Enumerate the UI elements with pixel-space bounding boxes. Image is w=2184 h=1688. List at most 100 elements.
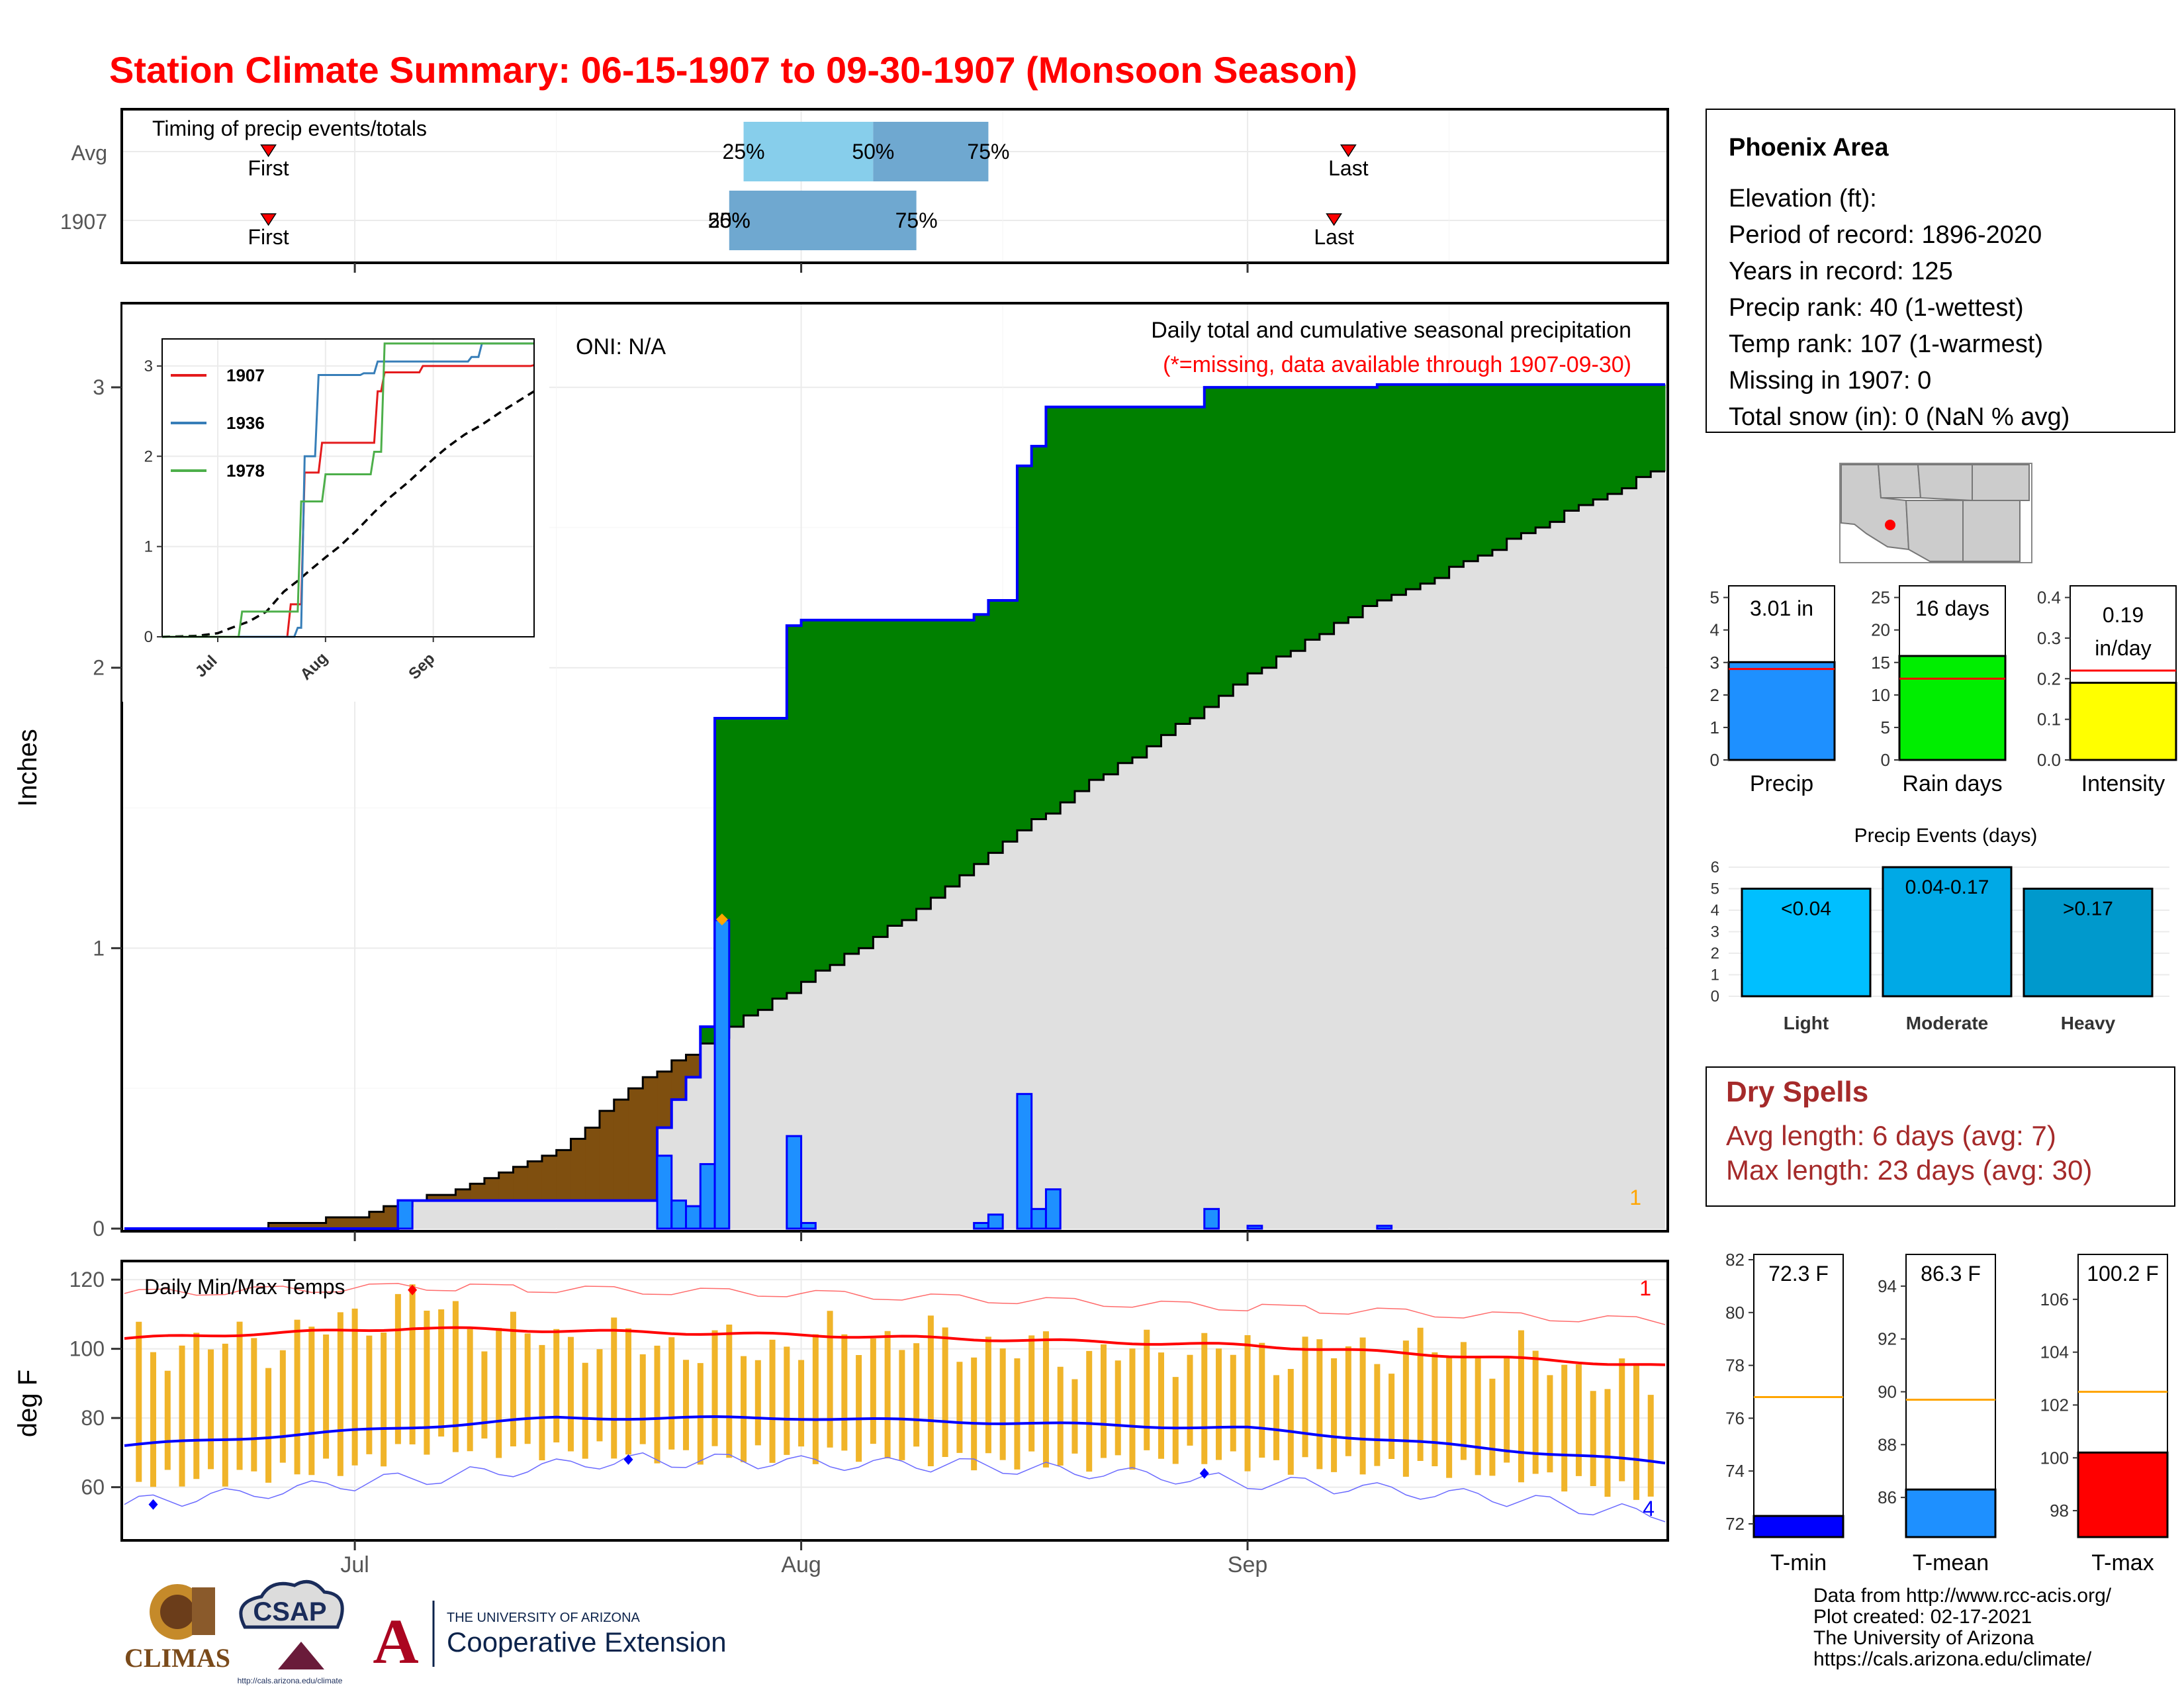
above-avg-fill bbox=[1564, 384, 1580, 511]
events-tick-label-4: 4 bbox=[1711, 902, 1719, 919]
daily-precip-bar-1 bbox=[656, 1154, 673, 1230]
station-years: Years in record: 125 bbox=[1729, 258, 1953, 285]
inset-ytick-label-3: 3 bbox=[144, 357, 153, 375]
timing-pct-label-avg-1: 50% bbox=[852, 140, 894, 164]
above-avg-fill bbox=[844, 620, 860, 954]
precip-panel: 0 1 2 3 Inches ONI: N/A Daily total and cum… bbox=[13, 302, 1669, 1241]
precip-frame bbox=[120, 302, 1669, 1233]
temps-frame bbox=[120, 1260, 1669, 1542]
above-avg-fill bbox=[1420, 384, 1435, 584]
summary-tick-label-0-1: 1 bbox=[1710, 718, 1719, 737]
timing-marker-last-y1907 bbox=[1326, 213, 1342, 226]
above-avg-fill bbox=[1017, 465, 1032, 831]
temp-panel-frame-0 bbox=[1753, 1254, 1844, 1538]
above-avg-fill bbox=[1593, 384, 1608, 500]
above-avg-fill bbox=[1463, 384, 1479, 561]
timing-panel: Timing of precip events/totals Avg 1907 … bbox=[60, 108, 1669, 273]
daily-precip-bar-2 bbox=[670, 1199, 688, 1230]
above-avg-fill bbox=[1492, 384, 1508, 550]
credit-data-source: Data from http://www.rcc-acis.org/ bbox=[1813, 1585, 2112, 1607]
timing-marker-first-y1907 bbox=[260, 213, 277, 226]
inset-bg bbox=[122, 305, 549, 702]
ua-logo: A THE UNIVERSITY OF ARIZONA Cooperative … bbox=[373, 1601, 727, 1677]
temp-tick-label-2-2: 102 bbox=[2040, 1395, 2069, 1415]
precip-event-range-0: <0.04 bbox=[1781, 898, 1831, 920]
above-avg-fill bbox=[916, 620, 931, 910]
month-label-1: Aug bbox=[781, 1552, 821, 1577]
precip-events-chart: Precip Events (days) 0 1 2 3 4 5 6 <0.04 Light 0.… bbox=[1711, 825, 2169, 1033]
temp-tick-label-2-3: 104 bbox=[2040, 1342, 2069, 1362]
station-period: Period of record: 1896-2020 bbox=[1729, 221, 2042, 249]
below-avg-fill bbox=[326, 1217, 341, 1229]
station-info-box: Phoenix Area Elevation (ft): Period of r… bbox=[1706, 109, 2175, 433]
precip-event-bar-2 bbox=[2023, 888, 2154, 998]
above-avg-fill bbox=[959, 620, 975, 876]
summary-tick-label-2-4: 0.4 bbox=[2037, 588, 2061, 608]
above-avg-fill bbox=[1204, 387, 1220, 708]
summary-tick-label-1-0: 0 bbox=[1881, 750, 1890, 770]
summary-label-1: Rain days bbox=[1902, 771, 2002, 796]
above-avg-fill bbox=[1607, 384, 1623, 494]
daily-precip-bar-9 bbox=[987, 1213, 1004, 1230]
month-axis: Jul Aug Sep bbox=[340, 1540, 1267, 1577]
daily-precip-bar-8 bbox=[973, 1222, 989, 1230]
above-avg-fill bbox=[830, 620, 845, 965]
climas-wordmark: CLIMAS bbox=[124, 1643, 230, 1673]
map-arizona bbox=[1905, 500, 1964, 562]
below-avg-fill bbox=[355, 1217, 370, 1229]
station-info-frame bbox=[1706, 109, 2175, 433]
above-avg-fill bbox=[1175, 406, 1191, 724]
below-avg-fill bbox=[340, 1217, 355, 1229]
below-avg-fill bbox=[268, 1223, 283, 1229]
summary-bar-2 bbox=[2069, 681, 2177, 761]
timing-box-upper-y1907 bbox=[729, 191, 917, 250]
climas-logo: CLIMAS bbox=[124, 1584, 230, 1673]
temp-tick-label-0-3: 78 bbox=[1725, 1356, 1745, 1376]
temps-count-top: 1 bbox=[1639, 1276, 1651, 1300]
map-east bbox=[1972, 464, 2030, 501]
above-avg-fill bbox=[901, 620, 917, 920]
precip-event-label-1: Moderate bbox=[1906, 1013, 1988, 1033]
above-avg-fill bbox=[945, 620, 960, 887]
record-min-line bbox=[124, 1452, 1666, 1523]
summary-unit-2: in/day bbox=[2095, 636, 2151, 660]
summary-value-1: 16 days bbox=[1915, 596, 1989, 620]
avg-cumulative-line bbox=[124, 470, 1665, 1230]
below-avg-fill bbox=[628, 1088, 643, 1201]
below-avg-fill bbox=[570, 1139, 586, 1201]
above-avg-fill bbox=[815, 620, 831, 971]
temp-tick-label-1-3: 92 bbox=[1878, 1329, 1897, 1349]
temp-label-2: T-max bbox=[2091, 1550, 2154, 1575]
above-avg-fill bbox=[1291, 387, 1306, 651]
csap-cloud bbox=[239, 1579, 344, 1629]
daily-precip-bar-11 bbox=[1030, 1207, 1047, 1230]
timing-pct-label-y1907-0: 25% bbox=[708, 209, 751, 232]
temps-panel: 60 80 100 120 Daily Min/Max Temps deg F 1 4… bbox=[13, 1260, 1669, 1577]
missing-note: (*=missing, data available through 1907-… bbox=[1163, 352, 1631, 377]
below-avg-fill bbox=[513, 1166, 528, 1201]
temps-ytick-label-1: 80 bbox=[81, 1406, 105, 1430]
temps-plot-bg bbox=[122, 1261, 1668, 1540]
temp-label-1: T-mean bbox=[1913, 1550, 1989, 1575]
ua-block-a: A bbox=[373, 1606, 418, 1677]
above-avg-fill bbox=[858, 620, 874, 949]
precip-corner-count: 1 bbox=[1629, 1186, 1641, 1209]
temp-tick-label-2-0: 98 bbox=[2050, 1501, 2069, 1521]
summary-label-2: Intensity bbox=[2081, 771, 2165, 796]
precip-y-ticks: 0 1 2 3 bbox=[93, 375, 1249, 1241]
dry-spells-frame bbox=[1706, 1066, 2175, 1207]
inset-ytick-label-1: 1 bbox=[144, 538, 153, 556]
timing-pct-label-avg-0: 25% bbox=[723, 140, 765, 164]
inset-legend-label-1978: 1978 bbox=[226, 461, 265, 481]
above-avg-fill bbox=[974, 614, 989, 865]
above-avg-fill bbox=[1089, 406, 1105, 780]
events-tick-label-0: 0 bbox=[1711, 988, 1719, 1006]
temp-bar-0 bbox=[1752, 1515, 1844, 1538]
above-avg-fill bbox=[700, 1026, 715, 1044]
temp-value-0: 72.3 F bbox=[1768, 1262, 1829, 1286]
summary-tick-label-1-1: 5 bbox=[1881, 718, 1890, 737]
below-avg-fill bbox=[614, 1100, 629, 1201]
above-avg-fill bbox=[1248, 387, 1263, 674]
